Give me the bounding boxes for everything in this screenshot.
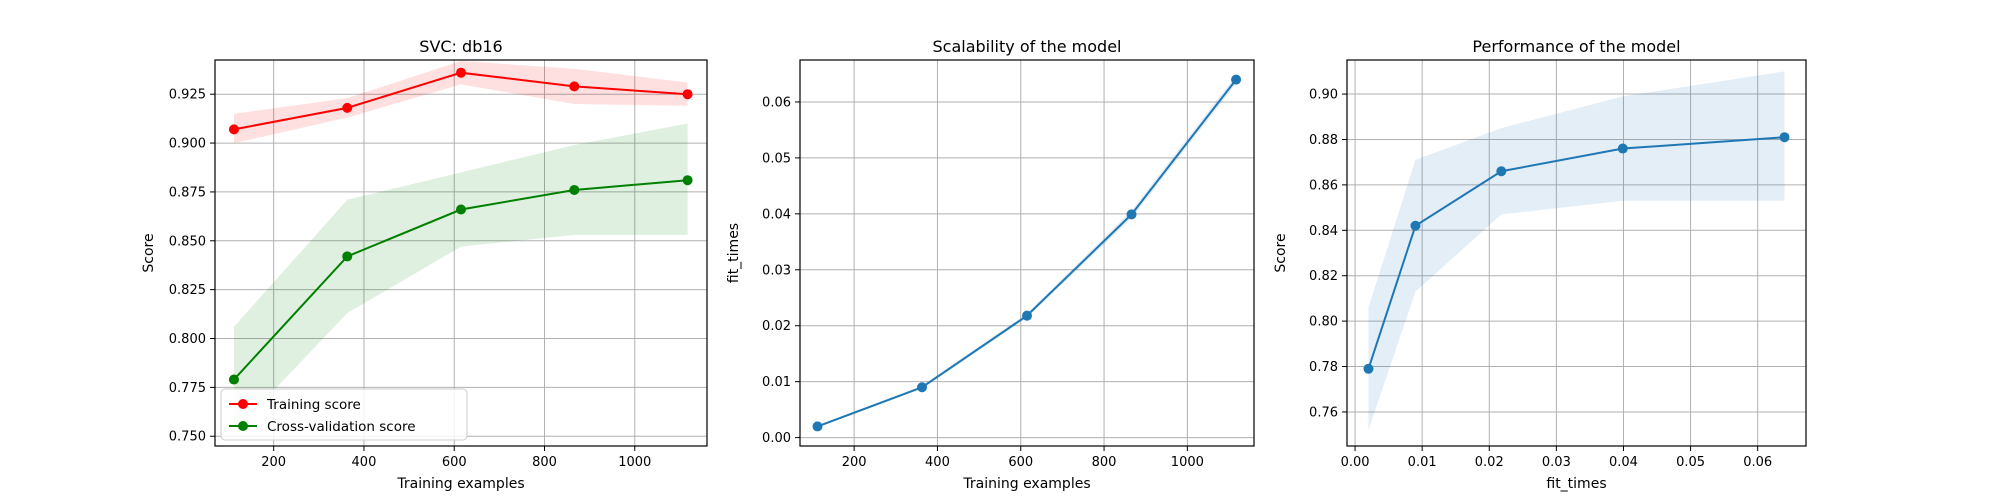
- y-tick-label: 0.03: [762, 263, 791, 278]
- y-tick-label: 0.925: [169, 88, 206, 103]
- data-point: [228, 374, 239, 385]
- y-tick-label: 0.05: [762, 151, 791, 166]
- data-point: [1363, 363, 1374, 374]
- x-tick-label: 400: [352, 455, 377, 470]
- legend-marker: [238, 399, 248, 409]
- y-tick-label: 0.78: [1309, 360, 1338, 375]
- x-tick-label: 800: [1092, 455, 1117, 470]
- x-tick-label: 400: [925, 455, 950, 470]
- chart-performance: 0.00 0.01 0.02 0.03 0.04 0.05 0.06 0.76 0.78 0.80…: [1273, 37, 1807, 492]
- data-point: [812, 421, 823, 432]
- y-tick-label: 0.80: [1309, 315, 1338, 330]
- legend-marker: [238, 421, 248, 431]
- y-axis-label: Score: [141, 233, 157, 272]
- y-tick-label: 0.875: [169, 185, 206, 200]
- x-tick-label: 0.01: [1408, 455, 1437, 470]
- axes-frame: [214, 59, 708, 447]
- data-point: [1022, 310, 1032, 321]
- plot-area: [1363, 71, 1790, 431]
- y-tick-label: 0.86: [1309, 178, 1338, 193]
- data-point: [1410, 220, 1421, 231]
- data-point: [342, 102, 353, 113]
- y-tick-label: 0.775: [169, 381, 206, 396]
- data-point: [682, 89, 693, 100]
- data-point: [682, 175, 693, 186]
- confidence-band: [1368, 71, 1785, 431]
- y-axis-label: Score: [1273, 233, 1289, 272]
- chart-title: Performance of the model: [1472, 37, 1680, 56]
- axes-frame: [1346, 59, 1807, 447]
- y-tick-label: 0.01: [762, 375, 791, 390]
- y-tick-label: 0.900: [169, 137, 206, 152]
- chart-title: Scalability of the model: [933, 37, 1122, 56]
- confidence-band: [233, 123, 688, 433]
- data-point: [1496, 166, 1507, 177]
- data-point: [1231, 74, 1242, 85]
- data-point: [1779, 132, 1790, 143]
- x-tick-label: 1000: [1171, 455, 1204, 470]
- chart-svc-learning-curve: 200 400 600 800 1000 0.750 0.775 0.800 0.825 0.85…: [141, 37, 708, 492]
- plot-area: [812, 74, 1242, 432]
- data-point: [1617, 143, 1628, 154]
- data-point: [569, 184, 580, 195]
- y-tick-label: 0.84: [1309, 224, 1338, 239]
- x-tick-label: 600: [442, 455, 467, 470]
- x-tick-label: 200: [842, 455, 867, 470]
- x-axis-label: Training examples: [962, 476, 1090, 492]
- data-point: [228, 124, 239, 135]
- y-tick-label: 0.88: [1309, 133, 1338, 148]
- y-tick-label: 0.00: [762, 431, 791, 446]
- x-tick-label: 0.05: [1676, 455, 1705, 470]
- y-tick-label: 0.800: [169, 332, 206, 347]
- y-tick-label: 0.750: [169, 430, 206, 445]
- data-point: [917, 382, 928, 393]
- legend-label: Cross-validation score: [267, 419, 416, 435]
- y-tick-label: 0.06: [762, 95, 791, 110]
- data-point: [342, 251, 353, 262]
- legend-box: [220, 388, 468, 441]
- y-tick-label: 0.825: [169, 283, 206, 298]
- chart-title: SVC: db16: [419, 37, 502, 56]
- data-point: [456, 204, 466, 215]
- y-tick-label: 0.04: [762, 207, 791, 222]
- series-line: [817, 78, 1237, 428]
- x-tick-label: 0.04: [1609, 455, 1638, 470]
- x-tick-label: 1000: [618, 455, 651, 470]
- x-tick-label: 0.02: [1475, 455, 1504, 470]
- data-point: [569, 81, 580, 92]
- x-tick-label: 0.03: [1542, 455, 1571, 470]
- x-tick-label: 600: [1008, 455, 1033, 470]
- y-tick-label: 0.90: [1309, 88, 1338, 103]
- data-point: [1126, 209, 1137, 220]
- axes-frame: [799, 59, 1255, 447]
- chart-scalability: 200 400 600 800 1000 0.00 0.01 0.02 0.03 0.04 0.05…: [726, 37, 1255, 492]
- y-axis-label: fit_times: [726, 223, 742, 283]
- x-axis-label: Training examples: [396, 476, 524, 492]
- plot-area: [228, 60, 693, 433]
- x-tick-label: 200: [261, 455, 286, 470]
- y-tick-label: 0.76: [1309, 405, 1338, 420]
- data-point: [456, 67, 466, 78]
- y-tick-label: 0.02: [762, 319, 791, 334]
- x-axis-label: fit_times: [1546, 476, 1606, 492]
- x-tick-label: 0.00: [1341, 455, 1370, 470]
- x-tick-label: 0.06: [1743, 455, 1772, 470]
- confidence-band: [817, 75, 1237, 428]
- legend-label: Training score: [266, 397, 361, 413]
- x-tick-label: 800: [532, 455, 557, 470]
- y-tick-label: 0.850: [169, 234, 206, 249]
- y-tick-label: 0.82: [1309, 269, 1338, 284]
